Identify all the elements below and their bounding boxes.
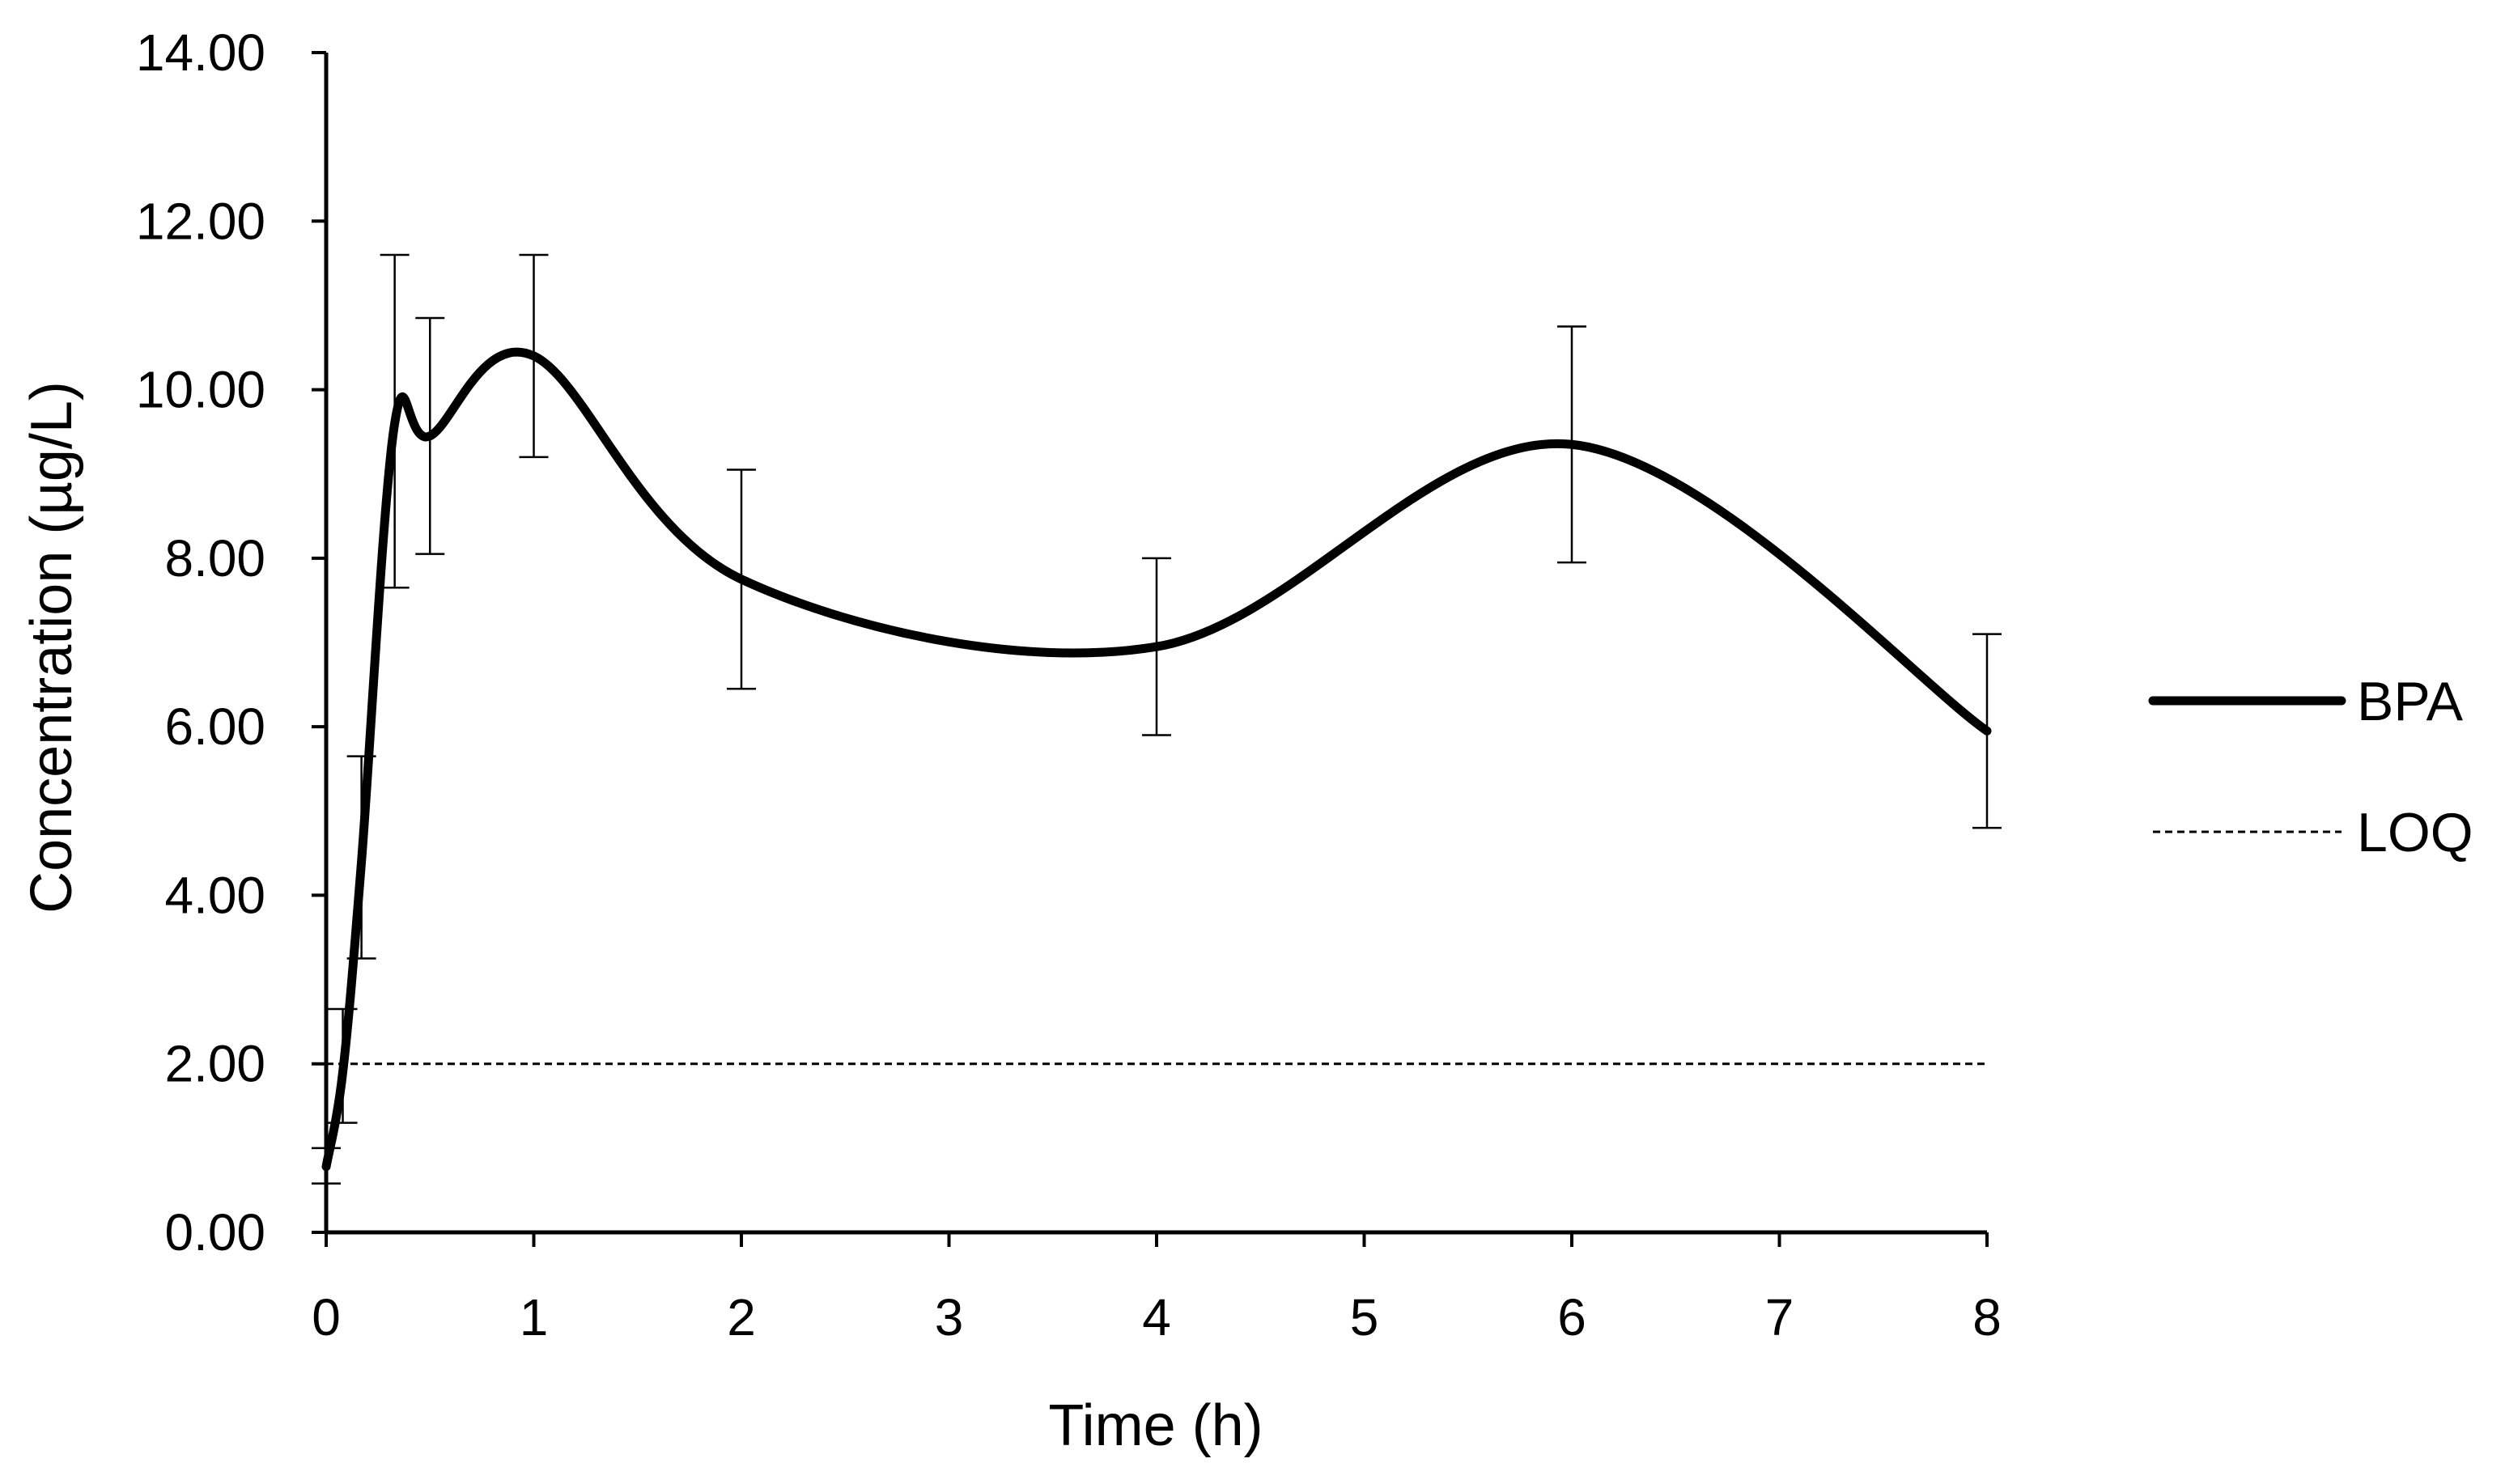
x-tick-label: 6 [1557,1288,1586,1346]
axes: 0.00 2.00 4.00 6.00 8.00 10.00 12.00 14.00 0 1 2 3 4… [136,23,2002,1346]
y-tick-label: 6.00 [164,697,265,756]
x-tick-label: 8 [1972,1288,2002,1346]
y-tick-label: 0.00 [164,1203,265,1261]
x-tick-label: 4 [1142,1288,1171,1346]
legend-label-bpa: BPA [2357,671,2464,732]
y-tick-label: 2.00 [164,1035,265,1093]
y-tick-label: 10.00 [136,361,265,419]
legend-label-loq: LOQ [2357,802,2473,863]
x-tick-label: 3 [935,1288,964,1346]
x-tick-label: 5 [1350,1288,1379,1346]
legend: BPA LOQ [2148,671,2473,863]
y-tick-label: 8.00 [164,529,265,587]
y-tick-label: 14.00 [136,23,265,82]
x-tick-label: 1 [520,1288,549,1346]
x-tick-label: 7 [1765,1288,1794,1346]
y-tick-label: 12.00 [136,192,265,250]
bpa-series-line [321,347,1992,1172]
y-tick-label: 4.00 [164,866,265,924]
x-tick-label: 2 [727,1288,756,1346]
x-axis-title: Time (h) [1048,1393,1263,1458]
y-axis-title: Concentration (µg/L) [19,381,84,914]
x-tick-label: 0 [312,1288,341,1346]
plot-area [312,253,2002,1185]
